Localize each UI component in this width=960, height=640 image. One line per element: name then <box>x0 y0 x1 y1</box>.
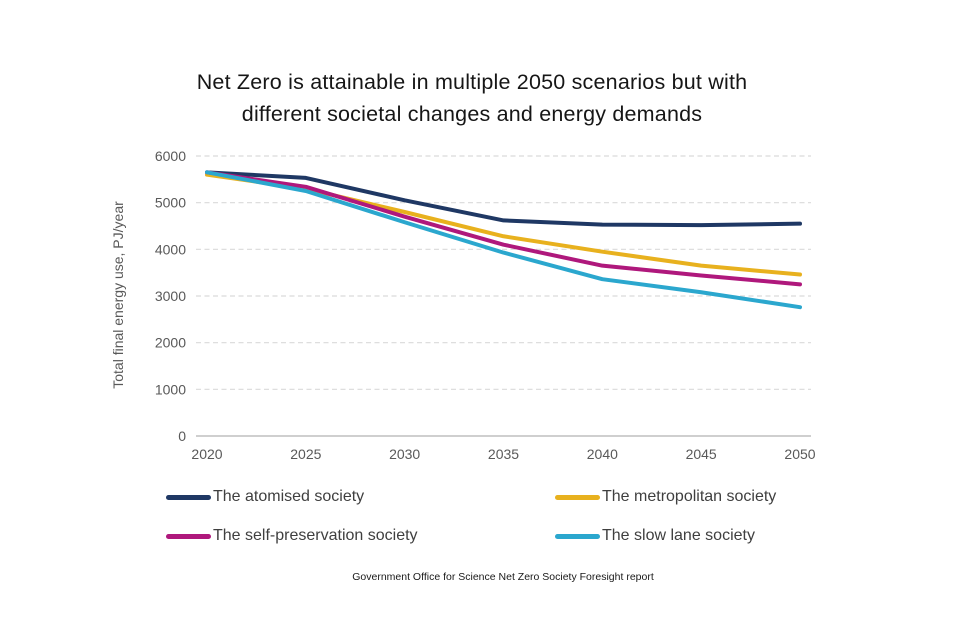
x-tick-label: 2045 <box>686 446 717 462</box>
x-tick-label: 2050 <box>784 446 815 462</box>
chart-title-line2: different societal changes and energy de… <box>241 102 703 126</box>
y-tick-label: 5000 <box>155 195 186 211</box>
y-tick-label: 3000 <box>155 288 186 304</box>
chart-title-line1: Net Zero is attainable in multiple 2050 … <box>196 70 748 94</box>
series-line-the-self-preservation-society <box>205 170 802 287</box>
x-tick-label: 2025 <box>290 446 321 462</box>
y-tick-label: 4000 <box>155 241 186 257</box>
y-tick-label: 1000 <box>155 381 186 397</box>
y-tick-label: 0 <box>178 428 186 444</box>
source-note: Government Office for Science Net Zero S… <box>352 571 654 583</box>
chart-title: Net Zero is attainable in multiple 2050 … <box>0 66 944 130</box>
x-tick-label: 2030 <box>389 446 420 462</box>
x-tick-label: 2035 <box>488 446 519 462</box>
x-tick-label: 2020 <box>191 446 222 462</box>
series-line-the-atomised-society <box>205 170 802 228</box>
x-tick-label: 2040 <box>587 446 618 462</box>
y-tick-label: 2000 <box>155 335 186 351</box>
y-tick-label: 6000 <box>155 148 186 164</box>
series-line-the-slow-lane-society <box>205 170 802 310</box>
